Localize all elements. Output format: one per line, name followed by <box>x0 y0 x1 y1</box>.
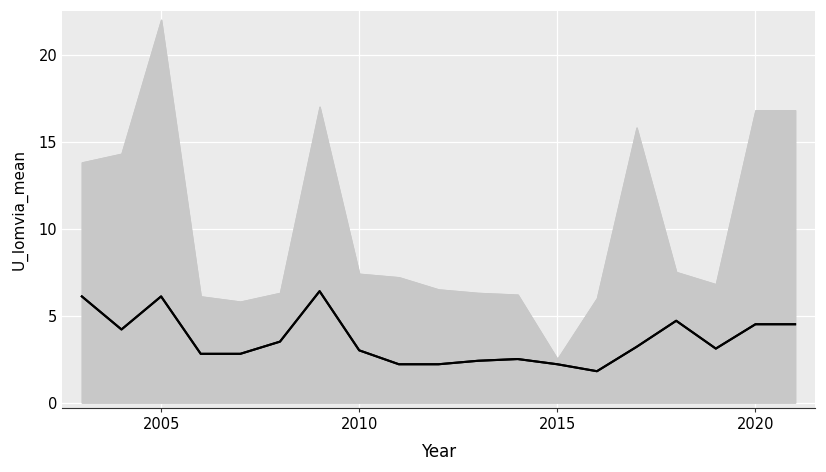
Y-axis label: U_lomvia_mean: U_lomvia_mean <box>11 149 27 270</box>
X-axis label: Year: Year <box>421 443 456 461</box>
